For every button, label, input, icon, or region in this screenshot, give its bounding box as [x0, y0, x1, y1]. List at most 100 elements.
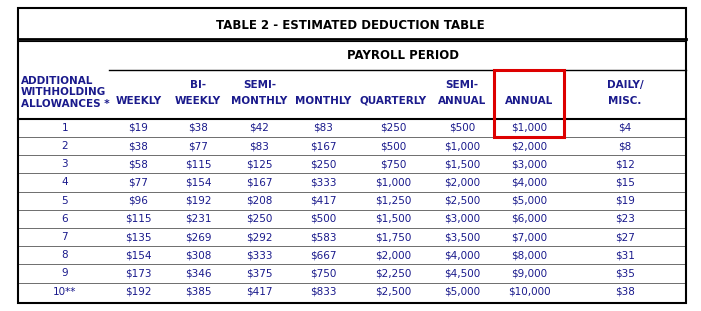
Text: $1,000: $1,000: [375, 178, 411, 188]
Text: 2: 2: [62, 141, 68, 151]
Text: $4: $4: [618, 123, 632, 133]
Text: ANNUAL: ANNUAL: [438, 96, 486, 106]
Text: $77: $77: [128, 178, 149, 188]
Text: $1,000: $1,000: [511, 123, 547, 133]
Text: 4: 4: [62, 178, 68, 188]
Text: $292: $292: [246, 232, 273, 242]
Text: $9,000: $9,000: [511, 268, 547, 278]
Text: $500: $500: [380, 141, 406, 151]
Text: $333: $333: [311, 178, 336, 188]
Text: $250: $250: [246, 214, 273, 224]
Text: SEMI-: SEMI-: [243, 80, 276, 90]
Text: $2,000: $2,000: [511, 141, 547, 151]
Text: $77: $77: [188, 141, 208, 151]
Text: $19: $19: [128, 123, 149, 133]
Text: $192: $192: [125, 287, 151, 297]
Text: $35: $35: [615, 268, 635, 278]
Text: $19: $19: [615, 196, 635, 206]
Text: $42: $42: [250, 123, 269, 133]
Text: $1,000: $1,000: [444, 141, 480, 151]
Text: $1,750: $1,750: [375, 232, 411, 242]
Text: MONTHLY: MONTHLY: [295, 96, 352, 106]
Text: $385: $385: [185, 287, 211, 297]
Text: $12: $12: [615, 159, 635, 169]
Text: $417: $417: [246, 287, 273, 297]
Text: $167: $167: [246, 178, 273, 188]
Text: $2,500: $2,500: [375, 287, 411, 297]
Text: $3,500: $3,500: [444, 232, 480, 242]
Text: $833: $833: [311, 287, 336, 297]
Text: $38: $38: [615, 287, 635, 297]
Text: $250: $250: [311, 159, 336, 169]
Text: 3: 3: [62, 159, 68, 169]
Text: $6,000: $6,000: [511, 214, 547, 224]
Text: $96: $96: [128, 196, 149, 206]
Text: $135: $135: [125, 232, 151, 242]
Text: BI-: BI-: [190, 80, 206, 90]
Text: ALLOWANCES *: ALLOWANCES *: [21, 99, 109, 109]
Text: $58: $58: [128, 159, 149, 169]
Text: $500: $500: [311, 214, 336, 224]
Text: 1: 1: [62, 123, 68, 133]
Text: $15: $15: [615, 178, 635, 188]
Text: $8: $8: [618, 141, 632, 151]
Text: $2,000: $2,000: [375, 250, 411, 260]
Text: $375: $375: [246, 268, 273, 278]
Text: $667: $667: [311, 250, 336, 260]
Text: WEEKLY: WEEKLY: [175, 96, 221, 106]
Text: DAILY/: DAILY/: [606, 80, 644, 90]
Text: $250: $250: [380, 123, 406, 133]
Text: $167: $167: [311, 141, 336, 151]
Text: $23: $23: [615, 214, 635, 224]
Text: $2,250: $2,250: [375, 268, 411, 278]
Text: $5,000: $5,000: [511, 196, 547, 206]
Text: MISC.: MISC.: [608, 96, 641, 106]
Text: MONTHLY: MONTHLY: [231, 96, 287, 106]
Text: $5,000: $5,000: [444, 287, 480, 297]
Text: $31: $31: [615, 250, 635, 260]
Text: $4,000: $4,000: [511, 178, 547, 188]
Text: 9: 9: [62, 268, 68, 278]
Text: $27: $27: [615, 232, 635, 242]
Text: $38: $38: [128, 141, 149, 151]
Text: $750: $750: [380, 159, 406, 169]
Text: $269: $269: [185, 232, 211, 242]
Text: $4,500: $4,500: [444, 268, 480, 278]
Text: $3,000: $3,000: [444, 214, 480, 224]
Text: $173: $173: [125, 268, 151, 278]
Text: $154: $154: [185, 178, 211, 188]
Text: $231: $231: [185, 214, 211, 224]
Text: PAYROLL PERIOD: PAYROLL PERIOD: [347, 49, 459, 62]
Text: ADDITIONAL: ADDITIONAL: [21, 77, 93, 86]
Text: $4,000: $4,000: [444, 250, 480, 260]
Text: TABLE 2 - ESTIMATED DEDUCTION TABLE: TABLE 2 - ESTIMATED DEDUCTION TABLE: [216, 19, 485, 32]
Text: $417: $417: [311, 196, 336, 206]
Text: $125: $125: [246, 159, 273, 169]
Text: 7: 7: [62, 232, 68, 242]
Text: $2,500: $2,500: [444, 196, 480, 206]
Text: $308: $308: [185, 250, 211, 260]
Text: SEMI-: SEMI-: [445, 80, 479, 90]
Bar: [494, 70, 564, 137]
Text: $115: $115: [185, 159, 211, 169]
Text: $8,000: $8,000: [511, 250, 547, 260]
Text: $3,000: $3,000: [511, 159, 547, 169]
Text: WITHHOLDING: WITHHOLDING: [21, 87, 107, 97]
Text: $1,500: $1,500: [375, 214, 411, 224]
Text: $500: $500: [449, 123, 475, 133]
Text: 5: 5: [62, 196, 68, 206]
Text: $1,500: $1,500: [444, 159, 480, 169]
Text: $83: $83: [313, 123, 334, 133]
Text: 6: 6: [62, 214, 68, 224]
Text: 8: 8: [62, 250, 68, 260]
Text: $154: $154: [125, 250, 151, 260]
Text: WEEKLY: WEEKLY: [116, 96, 161, 106]
Text: $208: $208: [246, 196, 273, 206]
Text: $333: $333: [246, 250, 273, 260]
Text: $115: $115: [125, 214, 151, 224]
Text: $83: $83: [250, 141, 269, 151]
Text: $38: $38: [188, 123, 208, 133]
Text: $10,000: $10,000: [508, 287, 550, 297]
Text: $2,000: $2,000: [444, 178, 480, 188]
Text: $583: $583: [311, 232, 336, 242]
